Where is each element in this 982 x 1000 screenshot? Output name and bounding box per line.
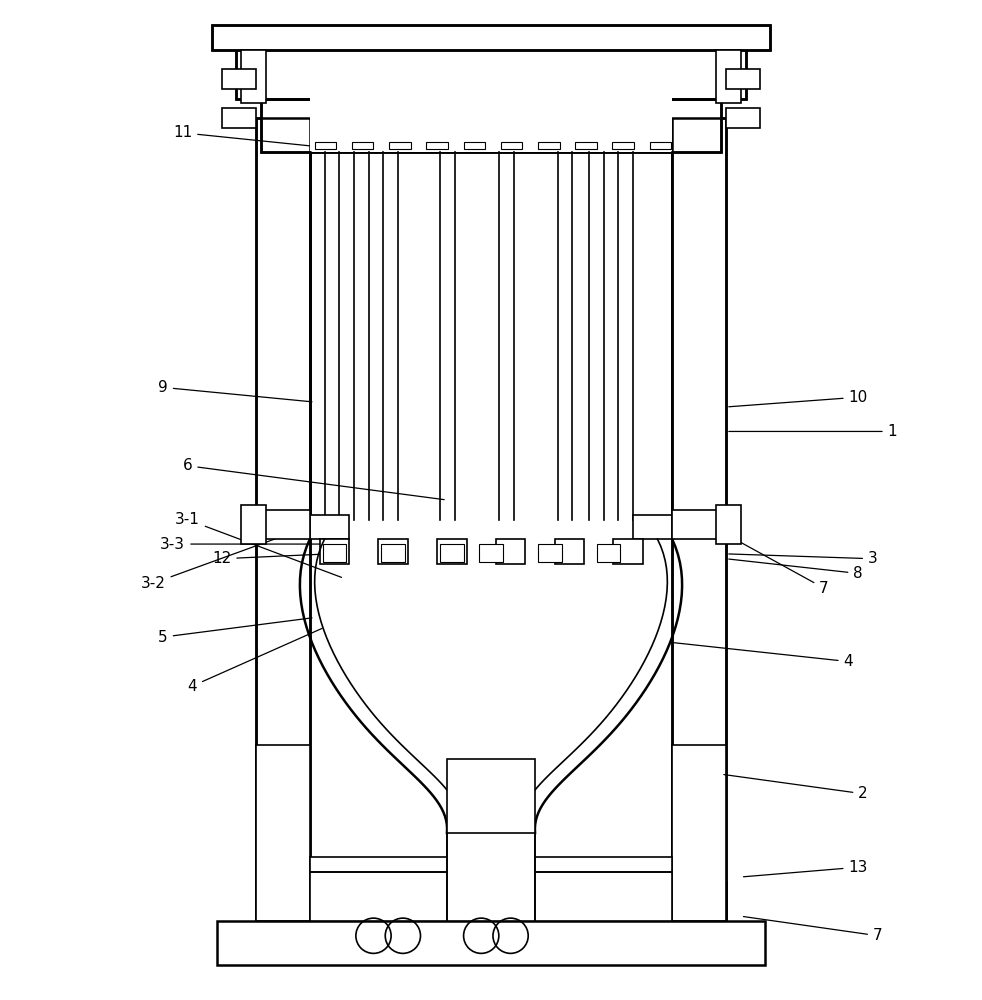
Bar <box>378 539 408 564</box>
Bar <box>352 142 373 149</box>
Bar <box>672 118 726 921</box>
Bar <box>538 142 560 149</box>
Bar <box>310 857 672 872</box>
Text: 7: 7 <box>729 536 829 596</box>
Bar <box>242 50 266 103</box>
Text: 8: 8 <box>729 559 863 581</box>
Bar <box>212 25 770 50</box>
Bar <box>222 108 256 128</box>
Bar <box>426 142 448 149</box>
Bar <box>447 759 535 921</box>
Text: 3: 3 <box>729 551 878 566</box>
Bar <box>256 118 310 921</box>
Bar <box>217 921 765 965</box>
Bar <box>597 544 621 562</box>
Bar <box>310 515 349 539</box>
Text: 7: 7 <box>743 917 883 943</box>
Bar <box>672 745 726 921</box>
Bar <box>237 45 745 99</box>
Bar <box>614 539 643 564</box>
Bar <box>464 142 485 149</box>
Text: 6: 6 <box>183 458 444 500</box>
Text: 9: 9 <box>158 380 312 402</box>
Bar <box>555 539 584 564</box>
Bar <box>672 745 726 921</box>
Bar <box>716 50 740 103</box>
Text: 11: 11 <box>173 125 371 152</box>
Bar <box>212 25 770 50</box>
Bar <box>310 872 672 921</box>
Bar <box>212 25 770 50</box>
Bar <box>716 505 740 544</box>
Bar <box>310 872 672 921</box>
Bar <box>389 142 410 149</box>
Bar <box>315 142 336 149</box>
Bar <box>322 544 346 562</box>
Bar <box>726 108 760 128</box>
Text: 1: 1 <box>729 424 898 439</box>
Text: 13: 13 <box>743 860 868 877</box>
Bar <box>237 45 745 99</box>
Text: 3-2: 3-2 <box>140 525 312 591</box>
Bar <box>242 505 266 544</box>
Bar <box>501 142 522 149</box>
Bar <box>261 99 721 152</box>
Bar <box>261 99 721 152</box>
Bar <box>479 544 503 562</box>
Bar <box>650 142 671 149</box>
Bar <box>256 882 726 921</box>
Bar <box>538 544 562 562</box>
Text: 3-3: 3-3 <box>160 537 332 552</box>
Bar <box>672 118 726 921</box>
Bar <box>496 539 525 564</box>
Bar <box>256 118 310 921</box>
Text: 10: 10 <box>729 390 868 407</box>
Bar <box>726 69 760 89</box>
Bar <box>310 872 672 921</box>
Bar <box>672 510 721 539</box>
Bar <box>256 745 310 921</box>
Bar <box>575 142 597 149</box>
Bar <box>310 97 672 152</box>
Bar <box>633 515 672 539</box>
Bar <box>672 118 726 921</box>
Bar <box>381 544 405 562</box>
Bar <box>256 882 726 921</box>
Text: 4: 4 <box>188 628 322 694</box>
Bar <box>222 69 256 89</box>
Bar <box>256 882 726 921</box>
Text: 2: 2 <box>724 775 868 801</box>
Text: 4: 4 <box>670 642 853 669</box>
Bar <box>256 745 310 921</box>
Bar <box>319 539 349 564</box>
Bar <box>261 510 310 539</box>
Text: 12: 12 <box>212 551 327 566</box>
Bar <box>237 45 745 99</box>
Bar <box>672 745 726 921</box>
Bar <box>437 539 466 564</box>
Bar <box>261 99 721 152</box>
Bar <box>256 745 310 921</box>
Bar <box>256 118 310 921</box>
Text: 5: 5 <box>158 618 312 645</box>
Bar <box>613 142 634 149</box>
Bar <box>440 544 464 562</box>
Text: 3-1: 3-1 <box>175 512 342 577</box>
